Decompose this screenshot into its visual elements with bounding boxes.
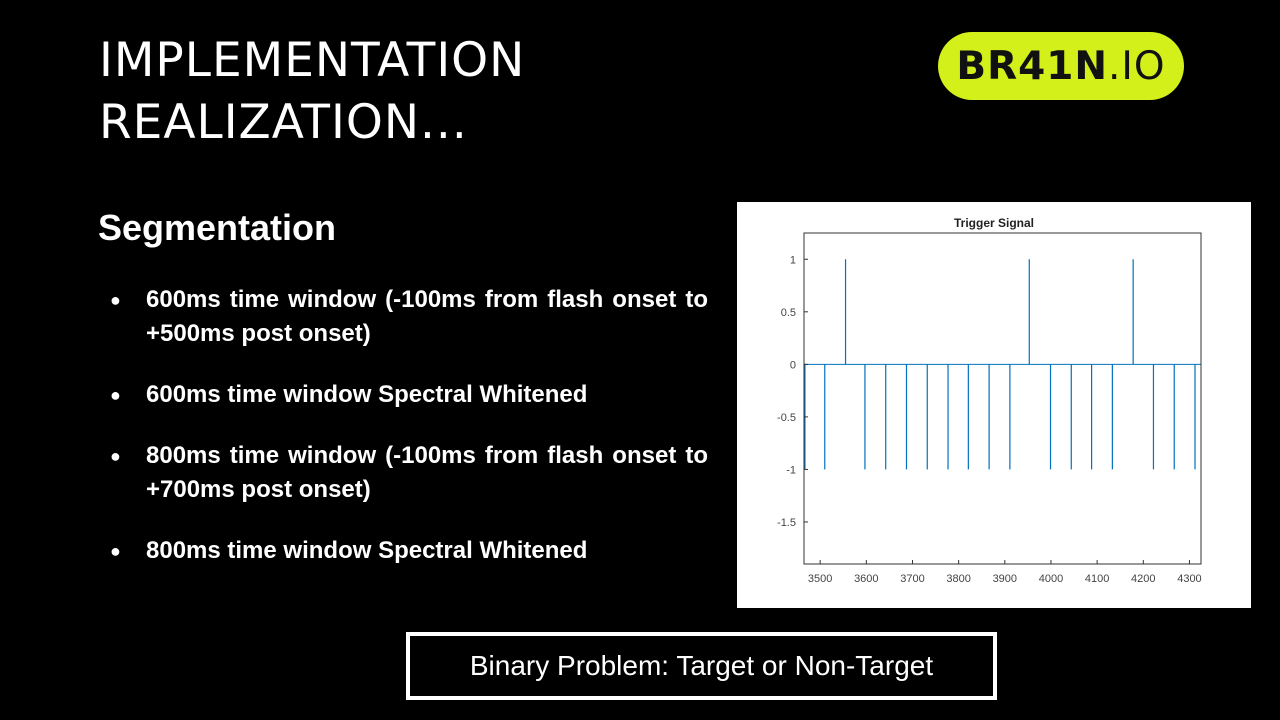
br41n-logo: BR41N.IO [938,32,1184,100]
bullet-text: 600ms time window Spectral Whitened [146,381,588,408]
bullet-text: 600ms time window (-100ms from flash ons… [146,286,708,347]
bullet-dot-icon: ● [110,290,121,310]
bullet-item: ● 600ms time window Spectral Whitened [110,378,708,412]
bullet-item: ● 800ms time window Spectral Whitened [110,534,708,568]
logo-text-bold: BR41N [956,43,1109,89]
chart-title: Trigger Signal [954,216,1034,230]
slide-title-line-1: IMPLEMENTATION [99,33,526,88]
slide-title-line-2: REALIZATION... [99,95,468,150]
x-tick-label: 3900 [993,573,1017,585]
x-tick-label: 4300 [1177,573,1201,585]
logo-text-light: .IO [1108,43,1166,89]
x-tick-label: 3800 [946,573,970,585]
bullet-text: 800ms time window Spectral Whitened [146,537,588,564]
x-tick-label: 3500 [808,573,832,585]
x-tick-label: 3700 [900,573,924,585]
bullet-text: 800ms time window (-100ms from flash ons… [146,442,708,503]
slide-title: IMPLEMENTATION REALIZATION... [99,30,525,154]
bullet-dot-icon: ● [110,541,121,561]
x-tick-label: 4200 [1131,573,1155,585]
logo-text: BR41N.IO [956,44,1165,89]
x-tick-label: 4100 [1085,573,1109,585]
chart-svg: Trigger Signal 3500 3600 3700 3800 3900 4000 4… [777,216,1202,585]
section-heading: Segmentation [98,207,337,248]
plot-frame [803,232,1202,565]
y-tick-label: 0.5 [781,307,796,319]
bullet-item: ● 600ms time window (-100ms from flash o… [110,283,708,351]
x-tick-label: 4000 [1039,573,1063,585]
bullet-item: ● 800ms time window (-100ms from flash o… [110,439,708,507]
bullet-dot-icon: ● [110,385,121,405]
y-tick-label: -0.5 [777,412,796,424]
y-tick-label: 1 [790,254,796,266]
trigger-signal-chart: Trigger Signal 3500 3600 3700 3800 3900 4000 4… [737,202,1251,608]
caption-text: Binary Problem: Target or Non-Target [469,650,934,681]
bullet-list: ● 600ms time window (-100ms from flash o… [110,283,708,595]
y-tick-label: -1 [786,464,796,476]
y-tick-label: 0 [790,359,796,371]
y-tick-label: -1.5 [777,517,796,529]
bullet-dot-icon: ● [110,446,121,466]
x-tick-label: 3600 [854,573,878,585]
chart-marks: 3500 3600 3700 3800 3900 4000 4100 4200 4300 -1.5… [777,254,1202,585]
caption-box: Binary Problem: Target or Non-Target [406,632,997,700]
